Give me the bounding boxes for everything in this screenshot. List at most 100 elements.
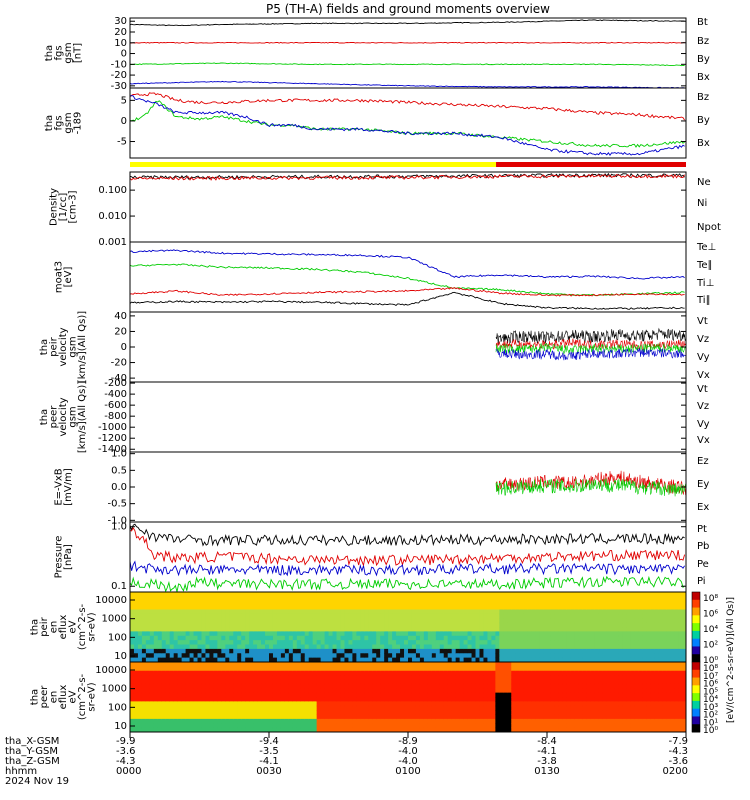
heat-cell — [372, 679, 377, 685]
heat-cell — [213, 670, 218, 676]
heat-cell — [590, 592, 596, 597]
heat-cell — [257, 596, 262, 602]
heat-cell — [404, 596, 409, 602]
heat-cell — [467, 727, 473, 733]
heat-cell — [292, 600, 298, 606]
heat-cell — [284, 640, 290, 645]
heat-cell — [153, 701, 159, 707]
heat-cell — [300, 605, 306, 610]
heat-cell — [185, 640, 191, 645]
heat-cell — [622, 662, 627, 667]
heat-cell — [626, 675, 631, 680]
heat-cell — [368, 622, 373, 628]
heat-cell — [249, 592, 254, 597]
heat-cell — [463, 688, 469, 694]
heat-cell — [678, 688, 683, 694]
heat-cell — [519, 723, 524, 729]
heat-cell — [261, 613, 266, 619]
heat-cell — [380, 692, 385, 698]
heat-cell — [415, 596, 421, 602]
heat-cell — [133, 727, 139, 733]
heat-cell — [276, 609, 282, 615]
heat-cell — [503, 627, 508, 632]
heat-cell — [352, 622, 357, 628]
heat-cell — [550, 631, 556, 637]
heat-cell — [269, 627, 274, 632]
heat-cell — [654, 710, 659, 715]
heat-cell — [547, 710, 552, 715]
heat-cell — [511, 675, 516, 680]
heat-cell — [682, 670, 687, 676]
heat-cell — [360, 714, 365, 720]
heat-cell — [292, 592, 298, 597]
heat-cell — [543, 718, 548, 724]
heat-cell — [181, 622, 187, 628]
heat-cell — [396, 679, 401, 685]
heat-cell — [662, 675, 667, 680]
heat-cell — [253, 631, 258, 637]
heat-cell — [205, 714, 210, 720]
heat-cell — [610, 683, 616, 689]
heat-cell — [348, 662, 353, 667]
heat-cell — [574, 622, 580, 628]
heat-cell — [507, 727, 512, 733]
heat-cell — [622, 653, 627, 659]
colorbar-tick: 10² — [703, 711, 718, 721]
heat-cell — [523, 679, 528, 685]
heat-cell — [336, 718, 341, 724]
heat-cell — [296, 692, 302, 698]
heat-cell — [344, 622, 349, 628]
heat-cell — [610, 727, 616, 733]
heat-cell — [511, 622, 516, 628]
heat-cell — [225, 705, 230, 711]
heat-cell — [638, 644, 643, 650]
heat-cell — [193, 679, 199, 685]
heat-cell — [213, 718, 218, 724]
heat-cell — [459, 723, 465, 729]
heat-cell — [209, 640, 214, 645]
heat-cell — [495, 648, 500, 654]
heat-cell — [610, 688, 616, 694]
heat-cell — [491, 627, 496, 632]
heat-cell — [554, 627, 560, 632]
heat-cell — [451, 723, 457, 729]
heat-cell — [340, 701, 345, 707]
heat-cell — [245, 670, 250, 676]
heat-cell — [237, 613, 242, 619]
heat-cell — [531, 648, 536, 654]
heat-cell — [229, 727, 234, 733]
heat-cell — [245, 718, 250, 724]
heat-cell — [487, 675, 492, 680]
heat-cell — [145, 600, 151, 606]
heat-cell — [570, 653, 576, 659]
heat-cell — [654, 600, 659, 606]
heat-cell — [344, 657, 349, 663]
heat-cell — [356, 705, 361, 711]
heat-cell — [614, 705, 619, 711]
heat-cell — [658, 644, 663, 650]
heat-cell — [177, 692, 183, 698]
heat-cell — [304, 701, 310, 707]
heat-cell — [598, 710, 604, 715]
heat-cell — [272, 666, 278, 672]
heat-cell — [368, 644, 373, 650]
heat-cell — [400, 644, 405, 650]
heat-cell — [531, 605, 536, 610]
heat-cell — [352, 710, 357, 715]
heat-cell — [634, 675, 639, 680]
heat-cell — [503, 718, 508, 724]
heat-cell — [320, 662, 326, 667]
heat-cell — [304, 666, 310, 672]
heat-cell — [415, 605, 421, 610]
heat-cell — [324, 714, 330, 720]
heat-cell — [654, 723, 659, 729]
heat-cell — [483, 675, 488, 680]
heat-cell — [670, 666, 675, 672]
heat-cell — [225, 592, 230, 597]
heat-cell — [638, 692, 643, 698]
heat-cell — [670, 653, 675, 659]
heat-cell — [439, 697, 445, 702]
heat-cell — [606, 622, 612, 628]
heat-cell — [535, 627, 540, 632]
